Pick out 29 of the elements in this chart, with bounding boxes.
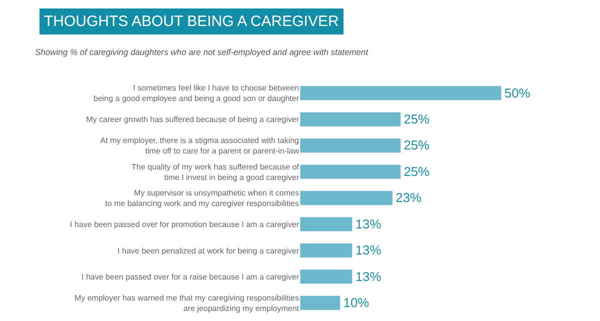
- chart-title: THOUGHTS ABOUT BEING A CAREGIVER: [44, 13, 339, 30]
- data-label: 13%: [355, 242, 382, 258]
- y-tick-label: I have been passed over for promotion because I am a caregiver: [70, 220, 300, 230]
- y-tick-label: I have been penalized at work for being a caregiver: [118, 246, 300, 256]
- y-tick-label: My employer has warned me that my caregiving responsibilities are jeopardizing my employment: [74, 293, 300, 313]
- data-label: 10%: [343, 295, 370, 310]
- bar: [300, 242, 353, 258]
- text: Showing % of caregiving daughters who are not self-employed and agree with statement: [35, 47, 369, 57]
- y-tick-label: At my employer, there is a stigma associated with taking time off to care for a parent or parent-in-law: [100, 136, 300, 156]
- bar: [300, 216, 353, 232]
- y-tick-label: My career growth has suffered because of being a caregiver: [86, 115, 300, 124]
- y-tick-label: The quality of my work has suffered because of time I invest in being a good caregiver: [132, 162, 300, 182]
- bar: [300, 164, 401, 180]
- bar: [300, 295, 341, 310]
- y-tick-label: I have been passed over for a raise because I am a caregiver: [82, 272, 300, 282]
- data-label: 13%: [355, 268, 382, 284]
- data-label: 25%: [404, 138, 430, 153]
- bar: [300, 269, 353, 284]
- y-tick-label: My supervisor is unsympathetic when it comes to me balancing work and my caregiver responsibilities: [105, 188, 299, 208]
- bar: [300, 190, 393, 206]
- data-label: 25%: [404, 112, 430, 127]
- data-label: 25%: [404, 164, 430, 179]
- y-tick-label: I sometimes feel like I have to choose between being a good employee and being a good son or daughter: [94, 84, 300, 104]
- bar: [300, 138, 401, 154]
- data-label: 13%: [355, 216, 382, 232]
- data-label: 50%: [504, 85, 530, 100]
- data-label: 23%: [396, 190, 422, 206]
- bar: [300, 112, 401, 127]
- bar: [300, 86, 502, 101]
